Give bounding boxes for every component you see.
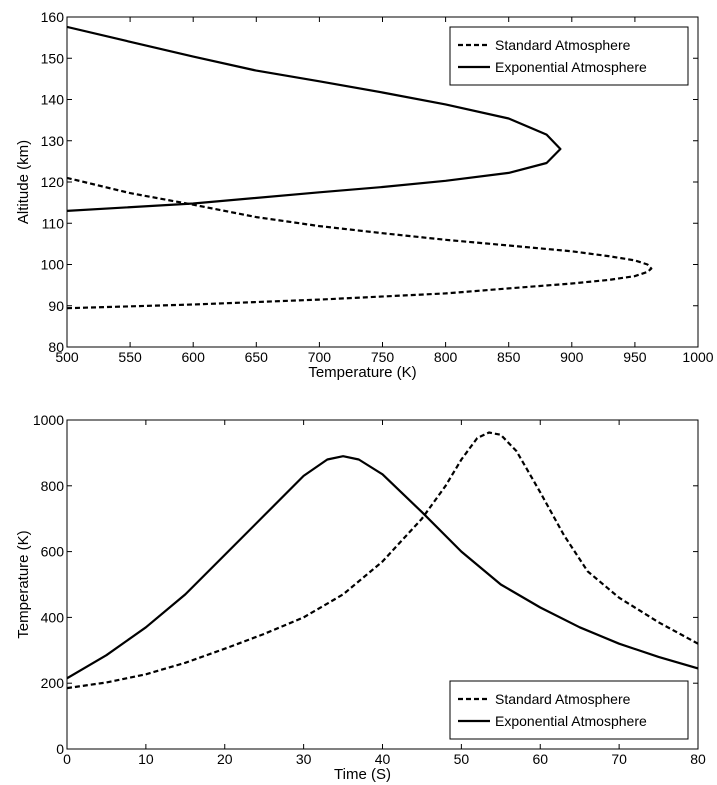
x-tick-label: 60 bbox=[532, 751, 548, 767]
series-line-exponential-atmosphere bbox=[67, 25, 562, 212]
y-tick-label: 80 bbox=[48, 339, 64, 355]
y-axis-label: Altitude (km) bbox=[15, 140, 32, 224]
x-tick-label: 50 bbox=[454, 751, 470, 767]
x-axis-label: Time (S) bbox=[334, 766, 391, 783]
x-tick-label: 600 bbox=[182, 349, 206, 365]
x-tick-label: 80 bbox=[690, 751, 706, 767]
legend-box bbox=[449, 26, 689, 86]
y-tick-label: 600 bbox=[41, 544, 65, 560]
y-tick-label: 100 bbox=[41, 257, 65, 273]
x-tick-label: 70 bbox=[611, 751, 627, 767]
y-tick-label: 150 bbox=[41, 50, 65, 66]
x-tick-label: 900 bbox=[560, 349, 584, 365]
legend-entry: Standard Atmosphere bbox=[495, 37, 631, 53]
legend: Standard Atmosphere Exponential Atmospher… bbox=[449, 26, 689, 86]
legend: Standard Atmosphere Exponential Atmospher… bbox=[449, 680, 689, 740]
x-tick-label: 0 bbox=[63, 751, 71, 767]
x-tick-label: 850 bbox=[497, 349, 521, 365]
x-tick-label: 800 bbox=[434, 349, 458, 365]
series-line-standard-atmosphere bbox=[67, 431, 698, 690]
x-tick-label: 40 bbox=[375, 751, 391, 767]
x-tick-label: 750 bbox=[371, 349, 395, 365]
y-tick-label: 1000 bbox=[33, 412, 64, 428]
series-line-standard-atmosphere bbox=[67, 176, 653, 310]
x-tick-label: 650 bbox=[245, 349, 269, 365]
legend-entry: Exponential Atmosphere bbox=[495, 713, 647, 729]
chart-1: 500 550 600 650 700 750 800 850 900 950 1000 80 90 10… bbox=[15, 9, 714, 381]
x-tick-label: 550 bbox=[118, 349, 142, 365]
x-tick-label: 30 bbox=[296, 751, 312, 767]
y-tick-label: 130 bbox=[41, 133, 65, 149]
y-tick-label: 400 bbox=[41, 609, 65, 625]
x-tick-label: 700 bbox=[308, 349, 332, 365]
y-tick-label: 120 bbox=[41, 174, 65, 190]
legend-entry: Standard Atmosphere bbox=[495, 691, 631, 707]
x-tick-label: 950 bbox=[623, 349, 647, 365]
y-tick-label: 90 bbox=[48, 298, 64, 314]
y-tick-label: 140 bbox=[41, 92, 65, 108]
legend-entry: Exponential Atmosphere bbox=[495, 59, 647, 75]
x-tick-label: 1000 bbox=[682, 349, 713, 365]
y-tick-label: 0 bbox=[56, 741, 64, 757]
y-tick-label: 160 bbox=[41, 9, 65, 25]
series-line-exponential-atmosphere bbox=[67, 455, 698, 680]
y-tick-label: 110 bbox=[42, 215, 65, 231]
x-tick-label: 20 bbox=[217, 751, 233, 767]
x-tick-label: 10 bbox=[138, 751, 154, 767]
y-axis-label: Temperature (K) bbox=[15, 530, 32, 638]
x-tick-label: 500 bbox=[55, 349, 79, 365]
x-axis-label: Temperature (K) bbox=[308, 364, 416, 381]
y-tick-label: 800 bbox=[41, 478, 65, 494]
y-tick-label: 200 bbox=[41, 675, 65, 691]
legend-box bbox=[449, 680, 689, 740]
